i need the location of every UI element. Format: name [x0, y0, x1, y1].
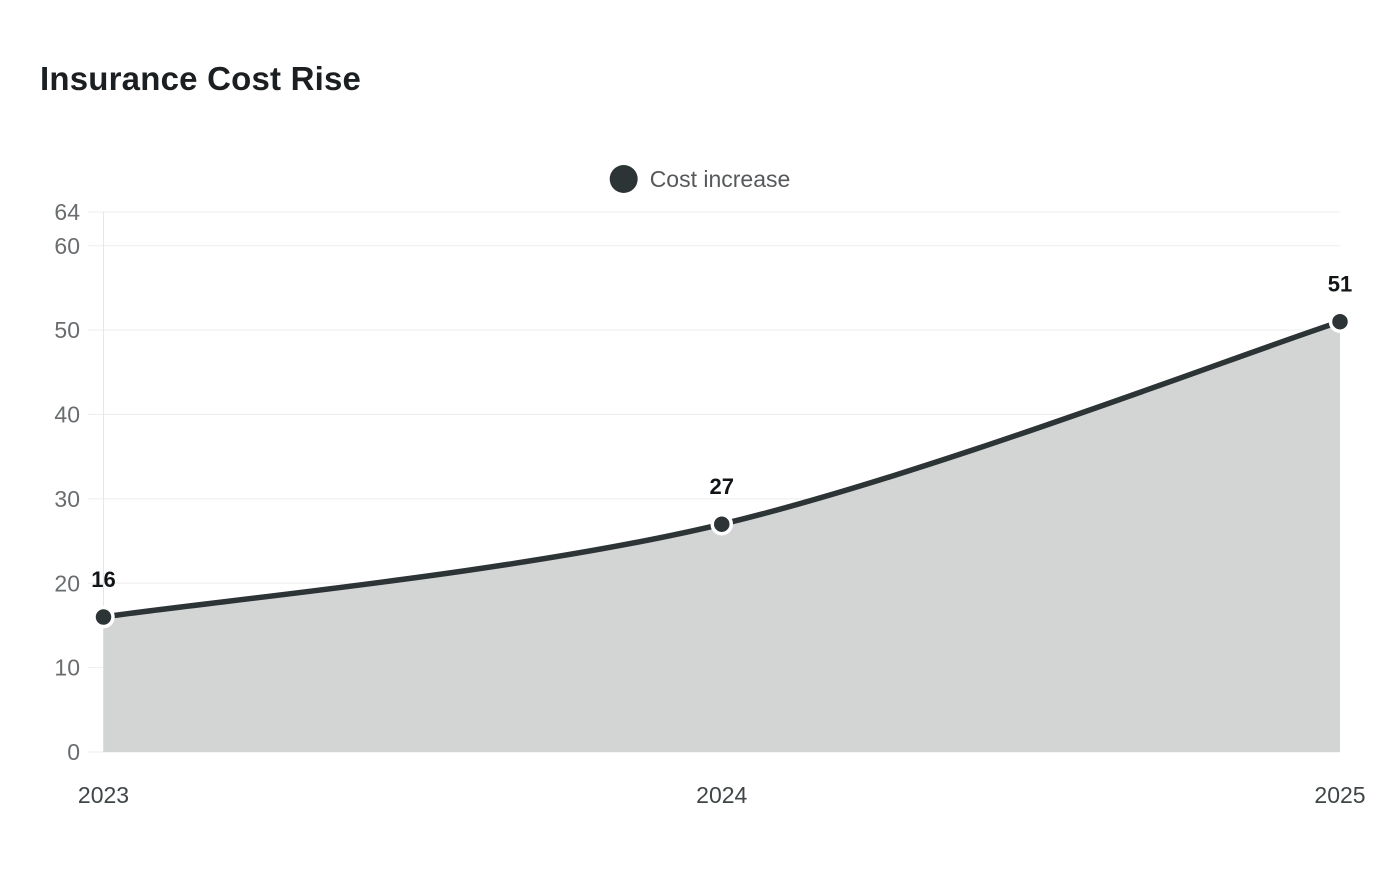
y-axis-tick-label: 50 [54, 317, 80, 343]
data-point-label: 16 [91, 567, 115, 592]
data-point-marker[interactable] [92, 605, 115, 629]
series-area-fill [103, 321, 1340, 752]
legend-item[interactable]: Cost increase [609, 165, 791, 193]
y-axis-tick-label: 20 [54, 570, 80, 596]
y-axis-tick-label: 40 [54, 402, 80, 428]
chart-title: Insurance Cost Rise [40, 60, 362, 97]
x-axis-tick-label: 2024 [696, 782, 747, 808]
y-axis-tick-label: 60 [54, 233, 80, 259]
y-axis-tick-label: 64 [54, 199, 80, 225]
data-point-label: 27 [710, 474, 734, 499]
data-point-label: 51 [1328, 272, 1352, 297]
data-point-marker[interactable] [1328, 310, 1352, 333]
y-axis-tick-label: 10 [54, 655, 80, 681]
legend-series-marker-icon [609, 165, 638, 193]
data-point-marker[interactable] [710, 512, 733, 536]
x-axis-tick-label: 2025 [1314, 782, 1365, 808]
y-axis-tick-label: 0 [67, 739, 80, 765]
legend-label: Cost increase [649, 165, 791, 192]
x-axis-tick-label: 2023 [78, 782, 129, 808]
y-axis-tick-label: 30 [54, 486, 80, 512]
